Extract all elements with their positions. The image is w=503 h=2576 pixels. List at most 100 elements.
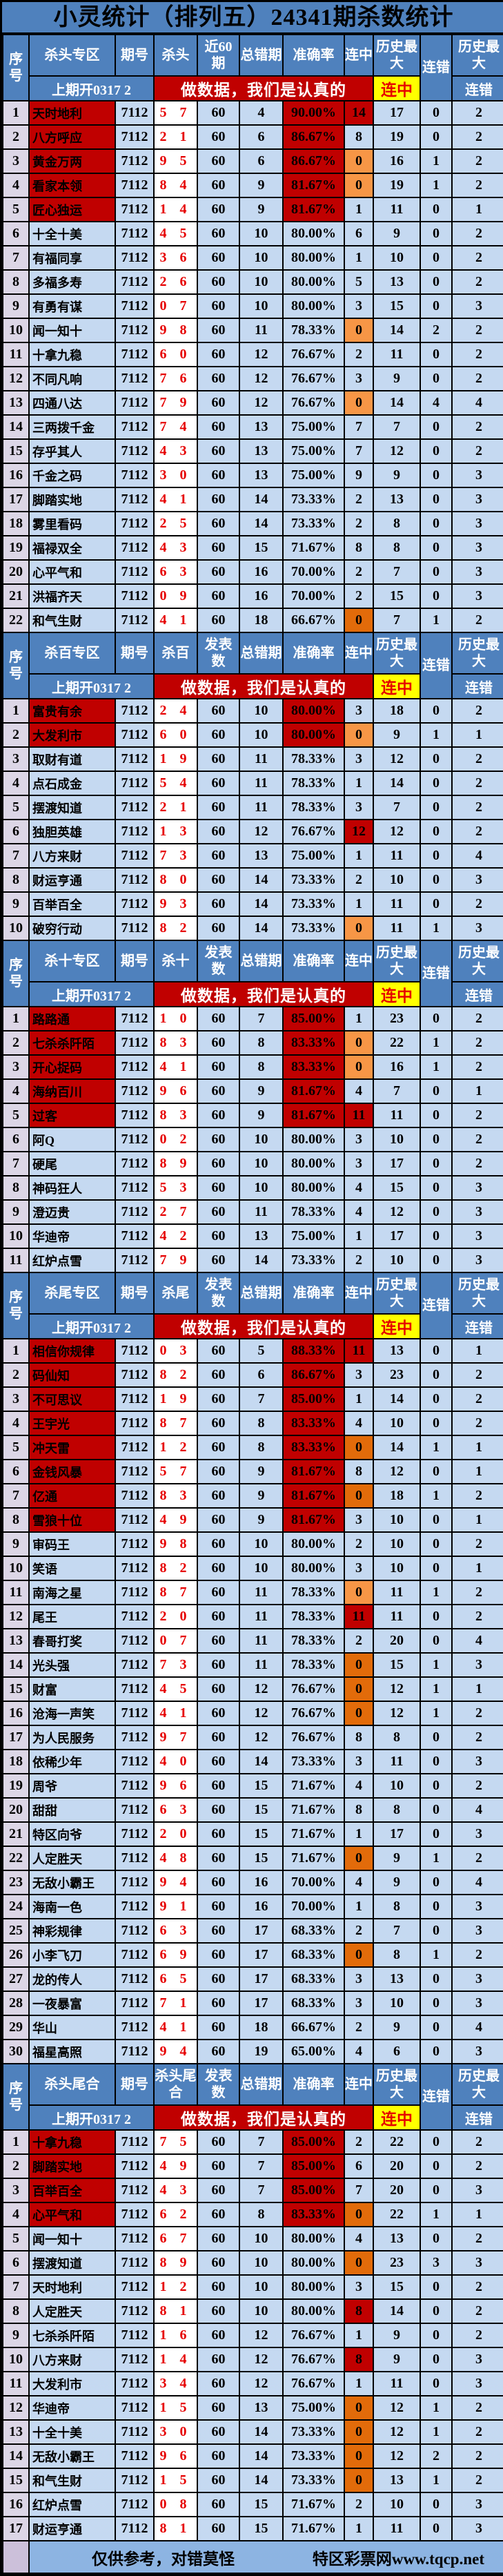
kill-numbers: 0 7	[153, 293, 198, 319]
accuracy-value: 75.00%	[282, 2395, 345, 2421]
seq-cell: 17	[2, 1725, 30, 1750]
wrong-count: 12	[239, 390, 284, 416]
zone-name: 周爷	[28, 1773, 116, 1799]
published-count: 60	[197, 722, 240, 748]
hit-streak-value: 14	[344, 100, 374, 126]
col-issue-header: 期号	[115, 940, 155, 982]
issue-cell: 7112	[115, 438, 155, 464]
issue-cell: 7112	[115, 463, 155, 488]
miss-max-value: 1	[451, 1556, 503, 1581]
miss-max-value: 3	[451, 1821, 503, 1847]
hit-streak-value: 2	[344, 1918, 374, 1944]
wrong-count: 16	[239, 1870, 284, 1895]
accuracy-value: 73.33%	[282, 511, 345, 536]
zone-name: 三两拨千金	[28, 414, 116, 440]
wrong-count: 13	[239, 463, 284, 488]
miss-max-value: 2	[451, 1846, 503, 1871]
miss-streak-value: 0	[420, 487, 453, 512]
table-row: 10 破穷行动 7112 8 2 60 14 73.33% 0 11 1 3	[2, 916, 503, 941]
wrong-count: 9	[239, 173, 284, 198]
issue-cell: 7112	[115, 722, 155, 748]
miss-streak-value: 1	[420, 2419, 453, 2445]
wrong-count: 6	[239, 124, 284, 150]
hit-streak-value: 2	[344, 2492, 374, 2517]
kill-numbers: 0 7	[153, 1628, 198, 1654]
hit-max-value: 9	[373, 463, 421, 488]
zone-name: 存乎其人	[28, 438, 116, 464]
kill-numbers: 7 1	[153, 1991, 198, 2016]
published-count: 60	[197, 2274, 240, 2300]
col-miss-max-header: 历史最大	[451, 2063, 503, 2106]
miss-streak-value: 0	[420, 197, 453, 222]
col-seq-header: 序号	[2, 34, 30, 101]
published-count: 60	[197, 318, 240, 343]
hit-max-value: 15	[373, 2274, 421, 2300]
published-count: 60	[197, 438, 240, 464]
accuracy-value: 73.33%	[282, 2468, 345, 2493]
hit-streak-value: 2	[344, 342, 374, 367]
miss-max-value: 2	[451, 173, 503, 198]
wrong-count: 8	[239, 1435, 284, 1460]
zone-name: 千金之码	[28, 463, 116, 488]
hit-max-value: 16	[373, 148, 421, 174]
kill-numbers: 9 7	[153, 1725, 198, 1750]
seq-cell: 5	[2, 197, 30, 222]
miss-max-value: 2	[451, 1103, 503, 1128]
table-row: 28 一夜暴富 7112 7 1 60 17 68.33% 3 10 0 3	[2, 1991, 503, 2016]
zone-name: 海南一色	[28, 1894, 116, 1919]
wrong-count: 10	[239, 1151, 284, 1176]
accuracy-value: 85.00%	[282, 2153, 345, 2179]
hit-streak-value: 3	[344, 698, 374, 724]
issue-cell: 7112	[115, 2015, 155, 2040]
miss-max-value: 2	[451, 1725, 503, 1750]
section-header-2: 序号 杀十专区 期号 杀十 发表数 总错期 准确率 连中 历史最大 连错 历史最大	[2, 940, 503, 1007]
published-count: 60	[197, 1435, 240, 1460]
zone-name: 心平气和	[28, 2202, 116, 2227]
hit-max-value: 19	[373, 173, 421, 198]
published-count: 60	[197, 771, 240, 796]
kill-numbers: 1 0	[153, 1006, 198, 1032]
miss-streak-value: 1	[420, 2202, 453, 2227]
kill-numbers: 9 1	[153, 1894, 198, 1919]
issue-cell: 7112	[115, 390, 155, 416]
kill-numbers: 1 6	[153, 2323, 198, 2348]
wrong-count: 10	[239, 2298, 284, 2324]
miss-streak-value: 0	[420, 1175, 453, 1201]
accuracy-value: 73.33%	[282, 487, 345, 512]
kill-numbers: 4 1	[153, 1701, 198, 1726]
kill-numbers: 9 8	[153, 318, 198, 343]
wrong-count: 11	[239, 1199, 284, 1225]
zone-name: 摆渡知道	[28, 795, 116, 820]
table-row: 17 脚踏实地 7112 4 1 60 14 73.33% 2 13 0 3	[2, 487, 503, 512]
col-issue-header: 期号	[115, 1272, 155, 1315]
miss-streak-value: 0	[420, 2153, 453, 2179]
published-count: 60	[197, 1918, 240, 1944]
hit-max-value: 11	[373, 2371, 421, 2396]
published-count: 60	[197, 2298, 240, 2324]
issue-cell: 7112	[115, 819, 155, 844]
wrong-count: 18	[239, 2015, 284, 2040]
hit-max-value: 7	[373, 795, 421, 820]
zone-name: 雪狼十位	[28, 1507, 116, 1533]
zone-name: 财运亨通	[28, 867, 116, 893]
issue-cell: 7112	[115, 2298, 155, 2324]
zone-name: 南海之星	[28, 1580, 116, 1605]
hit-max-value: 12	[373, 1199, 421, 1225]
slogan-banner: 做数据，我们是认真的	[153, 981, 374, 1007]
issue-cell: 7112	[115, 2492, 155, 2517]
kill-numbers: 8 2	[153, 1362, 198, 1388]
kill-numbers: 9 6	[153, 2443, 198, 2469]
table-row: 2 码仙知 7112 8 2 60 6 86.67% 3 23 0 2	[2, 1362, 503, 1388]
miss-max-value: 3	[451, 1991, 503, 2016]
miss-streak-value: 0	[420, 1006, 453, 1032]
wrong-count: 12	[239, 2371, 284, 2396]
published-count: 60	[197, 2468, 240, 2493]
miss-max-value: 2	[451, 1054, 503, 1080]
table-row: 7 硬尾 7112 8 9 60 10 80.00% 3 17 0 2	[2, 1151, 503, 1176]
accuracy-value: 85.00%	[282, 2129, 345, 2155]
accuracy-value: 66.67%	[282, 608, 345, 633]
hit-streak-value: 2	[344, 1531, 374, 1557]
hit-max-value: 15	[373, 1652, 421, 1678]
table-row: 4 王宇光 7112 8 7 60 8 83.33% 4 10 0 2	[2, 1411, 503, 1436]
hit-max-value: 8	[373, 1797, 421, 1823]
